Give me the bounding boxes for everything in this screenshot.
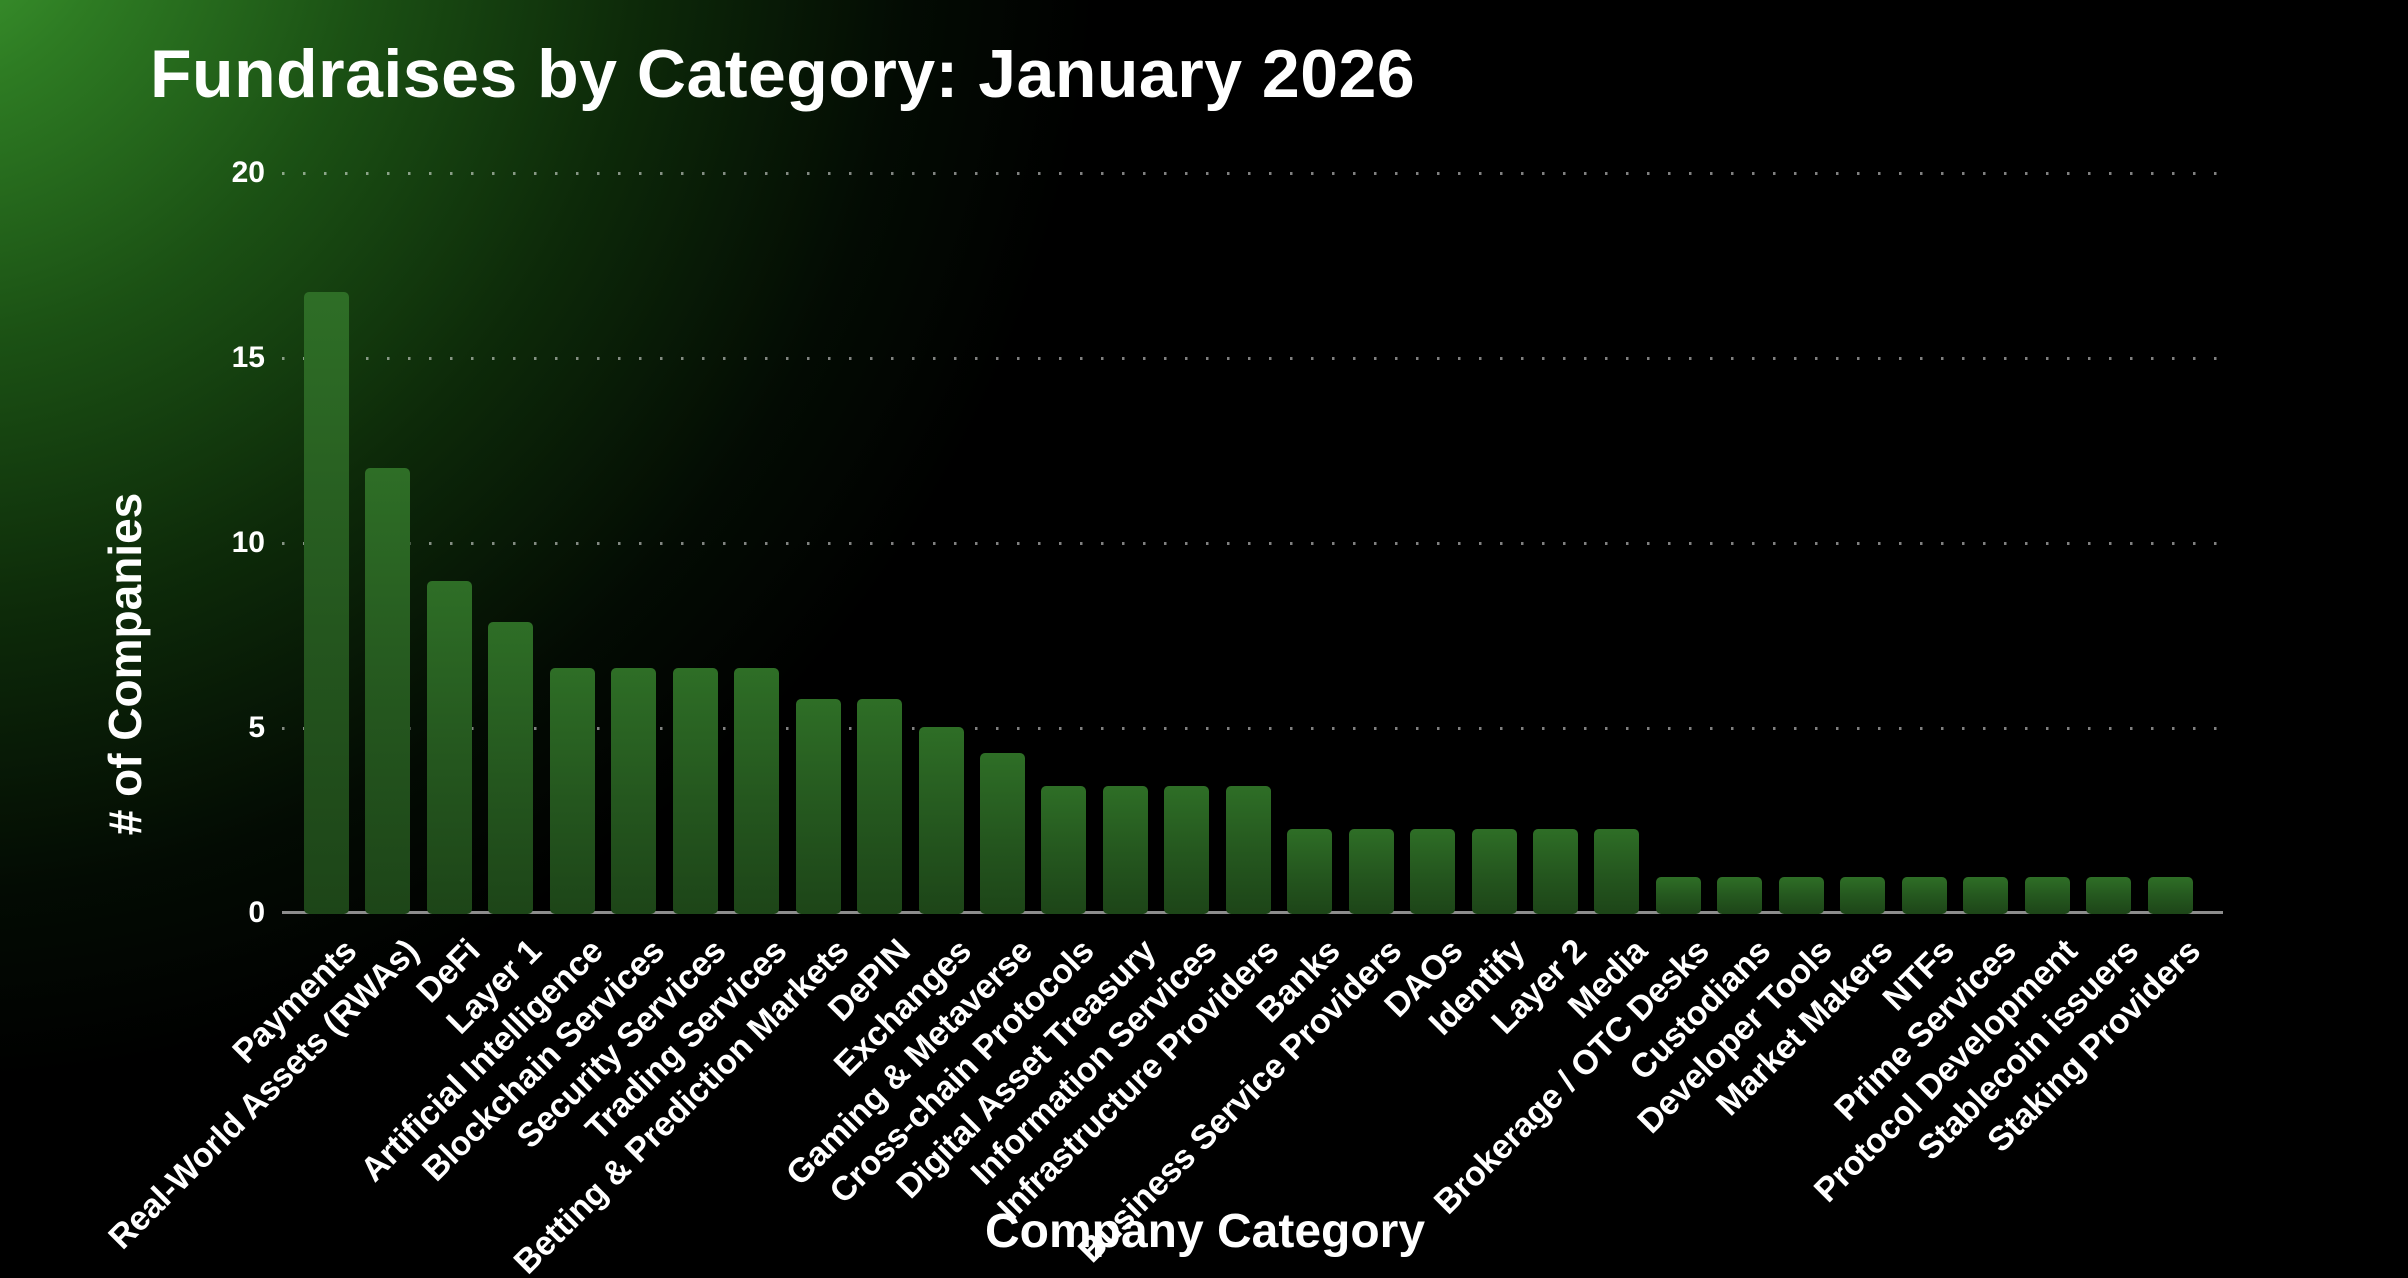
bar [1963,876,2009,914]
bar [1041,786,1087,914]
x-category-label: Real-World Assets (RWAs) [101,932,426,1257]
bar [795,699,841,914]
bar [2024,876,2070,914]
plot-area [282,172,2235,914]
y-tick-label-5: 5 [248,711,265,744]
bar [365,468,411,914]
bar [1410,828,1456,914]
bar [1225,786,1271,914]
bar [1717,876,1763,914]
bar [1655,876,1701,914]
bar [611,667,657,914]
bar [1348,828,1394,914]
y-tick-label-10: 10 [231,526,265,559]
bar [488,621,534,914]
gridline-y-20 [282,172,2235,175]
bar [1533,828,1578,914]
bar [1102,786,1148,914]
bar [1840,876,1886,914]
bar [1287,828,1333,914]
bar [1901,876,1947,914]
bar [1778,876,1824,914]
bar [734,667,780,914]
bar [1594,828,1640,914]
x-axis-title: Company Category [984,1205,1426,1258]
y-tick-label-20: 20 [231,156,265,189]
gridline-y-5 [282,727,2235,730]
chart-title: Fundraises by Category: January 2026 [150,36,1416,112]
bar [979,752,1025,914]
bar [672,667,718,914]
bar [2086,876,2132,914]
y-tick-label-15: 15 [231,341,265,374]
bar [304,292,349,914]
bar [2147,876,2193,914]
gridline-y-15 [282,357,2235,360]
bar [918,727,964,914]
bar [1471,828,1517,914]
bar [1164,786,1210,914]
bar [426,580,472,914]
bar [549,667,595,914]
y-tick-label-0: 0 [248,896,265,929]
bar [857,699,903,914]
gridline-y-10 [282,542,2235,545]
